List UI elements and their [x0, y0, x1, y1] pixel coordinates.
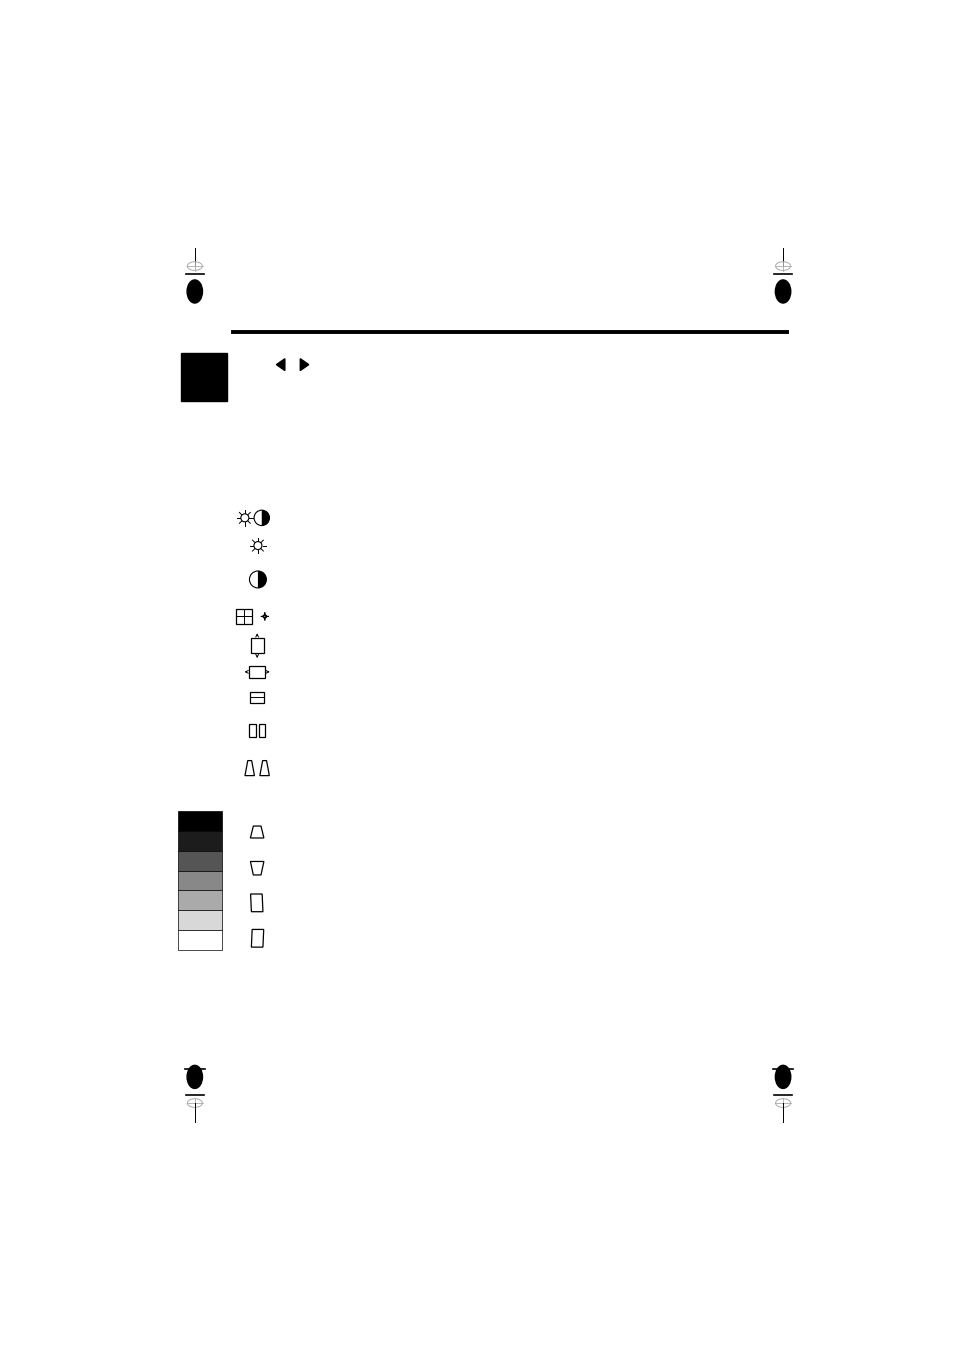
Bar	[181, 353, 227, 401]
Polygon shape	[276, 359, 285, 370]
Bar	[251, 638, 263, 653]
Polygon shape	[257, 571, 266, 588]
Bar	[258, 724, 265, 738]
Bar	[236, 609, 252, 624]
Bar	[177, 870, 221, 890]
Polygon shape	[300, 359, 309, 370]
Bar	[177, 911, 221, 929]
Bar	[177, 929, 221, 950]
Bar	[177, 811, 221, 831]
Bar	[249, 666, 265, 678]
Ellipse shape	[775, 280, 790, 303]
Bar	[177, 890, 221, 911]
Ellipse shape	[187, 1066, 202, 1089]
Bar	[177, 831, 221, 851]
Ellipse shape	[775, 1066, 790, 1089]
Bar	[249, 724, 255, 738]
Ellipse shape	[187, 280, 202, 303]
Polygon shape	[261, 511, 269, 526]
Bar	[250, 692, 264, 703]
Bar	[177, 851, 221, 870]
